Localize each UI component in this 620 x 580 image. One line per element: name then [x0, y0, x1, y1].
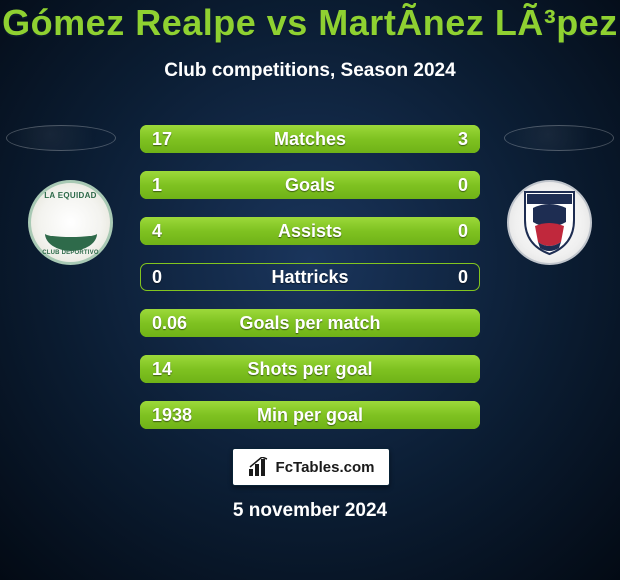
club-logo-left-name: LA EQUIDAD: [31, 191, 110, 200]
player-photo-placeholder-left: [6, 125, 116, 151]
brand-badge: FcTables.com: [232, 448, 390, 486]
brand-text: FcTables.com: [276, 459, 375, 476]
club-logo-left-sub: CLUB DEPORTIVO: [31, 250, 110, 256]
stat-row: 1938Min per goal: [140, 401, 480, 429]
stat-row: 14Shots per goal: [140, 355, 480, 383]
page-subtitle: Club competitions, Season 2024: [0, 60, 620, 82]
club-logo-left: LA EQUIDAD CLUB DEPORTIVO: [28, 180, 113, 265]
stat-row: 10Goals: [140, 171, 480, 199]
stat-row: 0.06Goals per match: [140, 309, 480, 337]
stat-label: Goals per match: [140, 309, 480, 337]
shield-icon: [523, 190, 576, 256]
stat-row: 173Matches: [140, 125, 480, 153]
club-logo-left-arc-icon: [45, 207, 97, 251]
player-photo-placeholder-right: [504, 125, 614, 151]
date-text: 5 november 2024: [0, 500, 620, 522]
stat-label: Assists: [140, 217, 480, 245]
stat-label: Shots per goal: [140, 355, 480, 383]
stat-row: 00Hattricks: [140, 263, 480, 291]
comparison-card: Gómez Realpe vs MartÃ­nez LÃ³pez Club co…: [0, 0, 620, 580]
stat-label: Hattricks: [140, 263, 480, 291]
stat-label: Goals: [140, 171, 480, 199]
stat-row: 40Assists: [140, 217, 480, 245]
stat-label: Min per goal: [140, 401, 480, 429]
club-logo-right: [507, 180, 592, 265]
stats-bar-list: 173Matches 10Goals 40Assists 00Hattricks 0.0…: [140, 125, 480, 447]
stat-label: Matches: [140, 125, 480, 153]
page-title: Gómez Realpe vs MartÃ­nez LÃ³pez: [0, 2, 620, 44]
bars-icon: [248, 457, 270, 477]
